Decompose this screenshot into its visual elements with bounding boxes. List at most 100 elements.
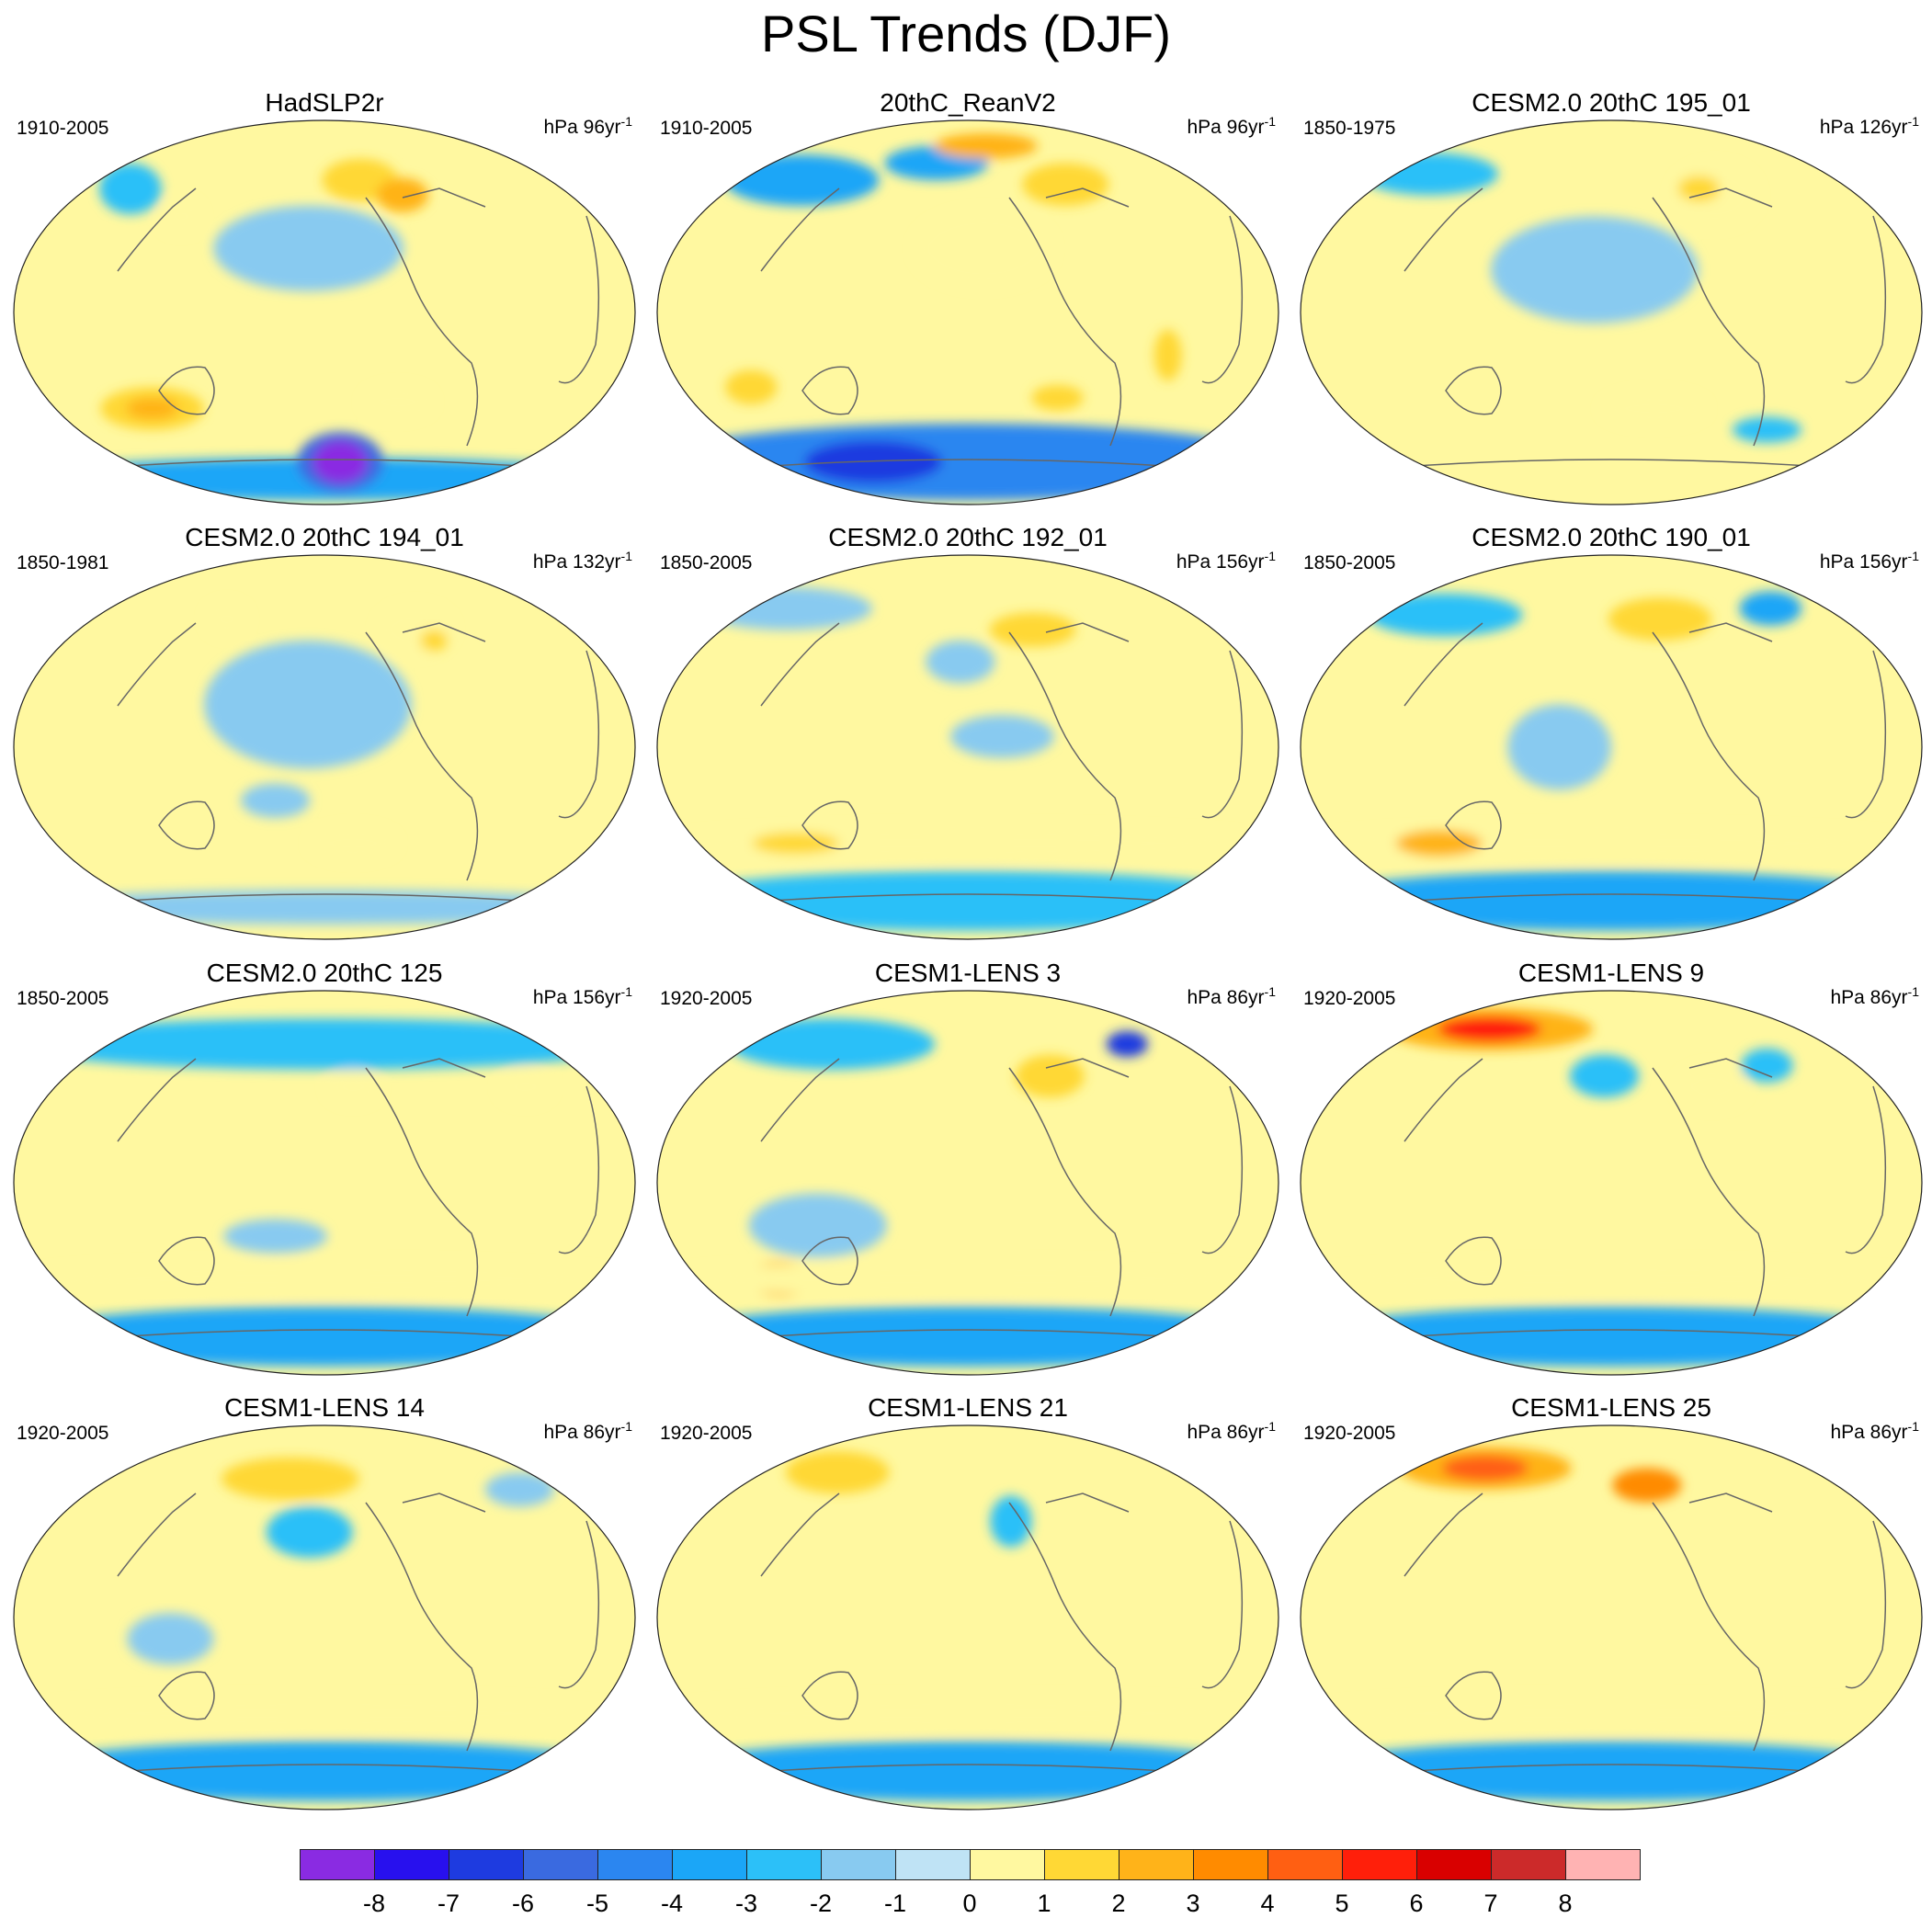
map-border [656, 119, 1279, 505]
coastline [733, 893, 1203, 904]
colorbar-tick-label: 0 [962, 1890, 977, 1917]
colorbar-swatch [821, 1849, 896, 1880]
coastline [1045, 1058, 1130, 1078]
panel-title: CESM2.0 20thC 125 [206, 959, 443, 987]
colorbar-swatch [449, 1849, 524, 1880]
trend-contour-region [327, 1069, 380, 1105]
coastline [1045, 187, 1130, 208]
coastline [117, 1058, 197, 1142]
panel-period: 1850-1981 [17, 552, 109, 573]
trend-contour-region [14, 1261, 635, 1297]
coastline [1376, 1329, 1847, 1340]
map-border [13, 990, 636, 1376]
map-border [1300, 1424, 1923, 1810]
trend-contour-region [926, 640, 995, 684]
colorbar-tick-label: 5 [1335, 1890, 1349, 1917]
panel-units-exponent: -1 [1907, 549, 1919, 563]
panel-units: hPa 86yr-1 [1830, 1419, 1919, 1444]
panel-title: HadSLP2r [265, 88, 384, 117]
trend-contour-region [657, 1261, 1279, 1297]
colorbar-tick-label: 8 [1558, 1890, 1573, 1917]
trend-contour-region [223, 1219, 327, 1254]
trend-contour-region [14, 1696, 635, 1731]
coastline [801, 800, 858, 850]
coastline [760, 1058, 840, 1142]
panel-units: hPa 96yr-1 [1187, 114, 1276, 139]
coastline [801, 1671, 858, 1720]
coastline [365, 1502, 479, 1752]
coastline [801, 366, 858, 415]
coastline [1845, 1520, 1887, 1689]
trend-contour-region [657, 1696, 1279, 1731]
map-panel: CESM2.0 20thC 195_01 1850-1975 hPa 126yr-1 [1294, 87, 1928, 519]
map-border [656, 1424, 1279, 1810]
panel-title: CESM1-LENS 14 [224, 1393, 425, 1422]
coastline [1652, 1067, 1766, 1317]
map-border [656, 554, 1279, 940]
trend-contour-region [14, 1741, 635, 1801]
panel-period: 1920-2005 [1303, 1423, 1396, 1444]
colorbar-tick-label: -3 [734, 1890, 757, 1917]
trend-contour-region [1441, 1455, 1529, 1481]
panel-title: CESM2.0 20thC 194_01 [185, 523, 464, 551]
panel-title: CESM1-LENS 3 [874, 959, 1062, 987]
map-svg [656, 554, 1279, 940]
trend-contour-region [1031, 384, 1084, 411]
coastline [1008, 197, 1122, 447]
panel-units-text: hPa 86yr [1830, 987, 1908, 1008]
trend-contour-region [204, 640, 412, 769]
coastline [1688, 622, 1773, 642]
trend-contour-region [657, 423, 1279, 501]
colorbar-tick-label: -6 [511, 1890, 534, 1917]
map-svg [1300, 554, 1923, 940]
coastline [760, 1492, 840, 1577]
colorbar-tick-label: 4 [1260, 1890, 1275, 1917]
coastline [558, 1520, 600, 1689]
panel-units: hPa 126yr-1 [1820, 114, 1919, 139]
panel-period: 1920-2005 [1303, 988, 1396, 1009]
colorbar-tick-label: 3 [1186, 1890, 1200, 1917]
trend-contour-region [785, 1450, 890, 1494]
panel-title: CESM2.0 20thC 190_01 [1472, 523, 1751, 551]
coastline [89, 1764, 560, 1775]
panel-period: 1910-2005 [17, 118, 109, 139]
colorbar-tick-label: -7 [437, 1890, 460, 1917]
trend-contour-region [14, 890, 635, 925]
coastline [1652, 631, 1766, 881]
map-svg [1300, 990, 1923, 1376]
colorbar-swatch [1267, 1849, 1343, 1880]
colorbar [300, 1849, 1641, 1882]
trend-contour-region [1301, 1306, 1922, 1367]
trend-contour-region [1491, 216, 1699, 323]
panel-units-exponent: -1 [1907, 114, 1919, 129]
trend-contour-region [376, 177, 428, 212]
panel-units-exponent: -1 [1264, 549, 1276, 563]
panel-units-text: hPa 126yr [1819, 117, 1908, 138]
colorbar-swatch [895, 1849, 971, 1880]
colorbar-tick-label: 1 [1037, 1890, 1051, 1917]
coastline [733, 1764, 1203, 1775]
trend-contour-region [804, 440, 943, 483]
trend-contour-region [127, 1613, 214, 1665]
colorbar-swatch [1044, 1849, 1119, 1880]
panel-title: CESM2.0 20thC 192_01 [828, 523, 1108, 551]
panel-units: hPa 96yr-1 [543, 114, 632, 139]
panel-period: 1850-2005 [660, 552, 753, 573]
panel-units-text: hPa 132yr [532, 551, 621, 573]
trend-contour-region [484, 1472, 555, 1507]
trend-contour-region [1022, 163, 1109, 206]
trend-contour-region [657, 870, 1279, 931]
coastline [1652, 197, 1766, 447]
colorbar-swatch [746, 1849, 822, 1880]
coastline [1845, 650, 1887, 819]
coastline [1404, 187, 1483, 272]
trend-contour-region [1602, 391, 1707, 426]
trend-contour-region [657, 825, 1279, 861]
trend-contour-region [915, 210, 1053, 288]
colorbar-swatch [374, 1849, 449, 1880]
map-border [1300, 990, 1923, 1376]
map-svg [656, 119, 1279, 505]
map-border [13, 1424, 636, 1810]
colorbar-tick-label: -5 [585, 1890, 608, 1917]
trend-contour-region [1301, 1261, 1922, 1297]
